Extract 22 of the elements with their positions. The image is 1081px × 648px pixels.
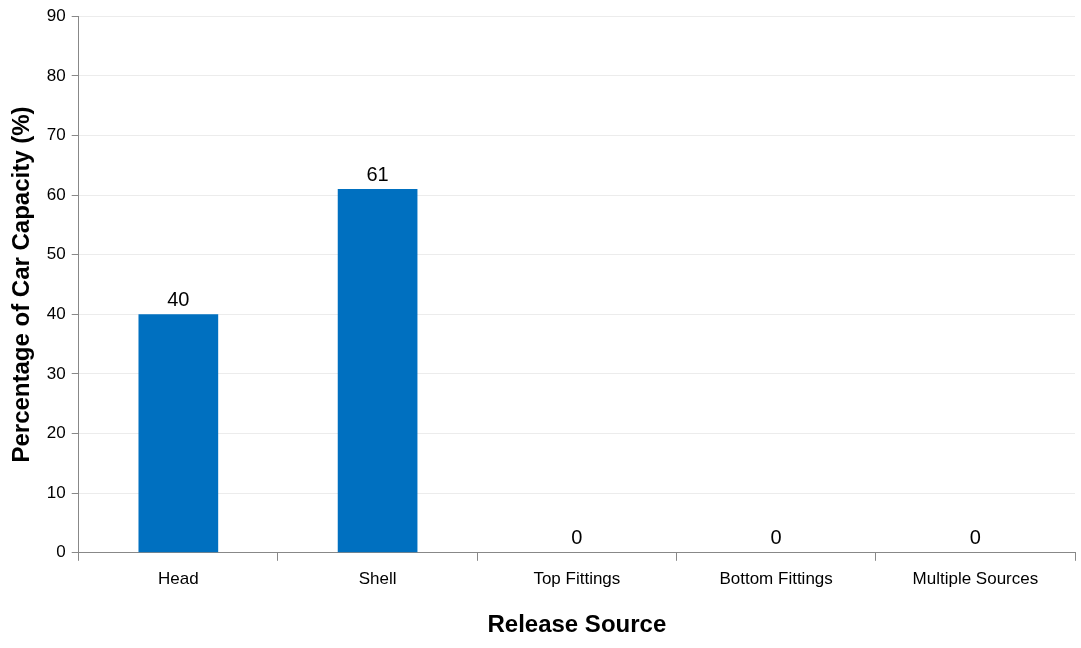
x-tick-label: Multiple Sources	[912, 568, 1039, 588]
y-tick-label: 50	[46, 244, 66, 264]
data-label: 0	[770, 526, 782, 549]
x-axis-title: Release Source	[487, 610, 667, 638]
data-label: 0	[969, 526, 981, 549]
x-tick-label: Bottom Fittings	[719, 568, 833, 588]
y-tick-label: 80	[46, 65, 66, 85]
data-label: 0	[571, 526, 583, 549]
data-label: 40	[167, 287, 190, 310]
data-label: 61	[366, 162, 389, 185]
y-tick-label: 0	[56, 542, 66, 562]
y-tick-label: 90	[46, 5, 66, 25]
y-axis-title: Percentage of Car Capacity (%)	[7, 106, 35, 463]
y-tick-label: 40	[46, 304, 66, 323]
x-tick-label: Top Fittings	[533, 568, 621, 588]
y-tick-label: 30	[46, 363, 66, 383]
y-tick-label: 20	[46, 423, 66, 443]
y-tick-label: 70	[46, 125, 66, 145]
x-tick-label: Shell	[358, 568, 397, 588]
x-tick-label: Head	[158, 568, 199, 588]
y-tick-label: 10	[46, 482, 66, 502]
y-tick-label: 60	[46, 184, 66, 204]
